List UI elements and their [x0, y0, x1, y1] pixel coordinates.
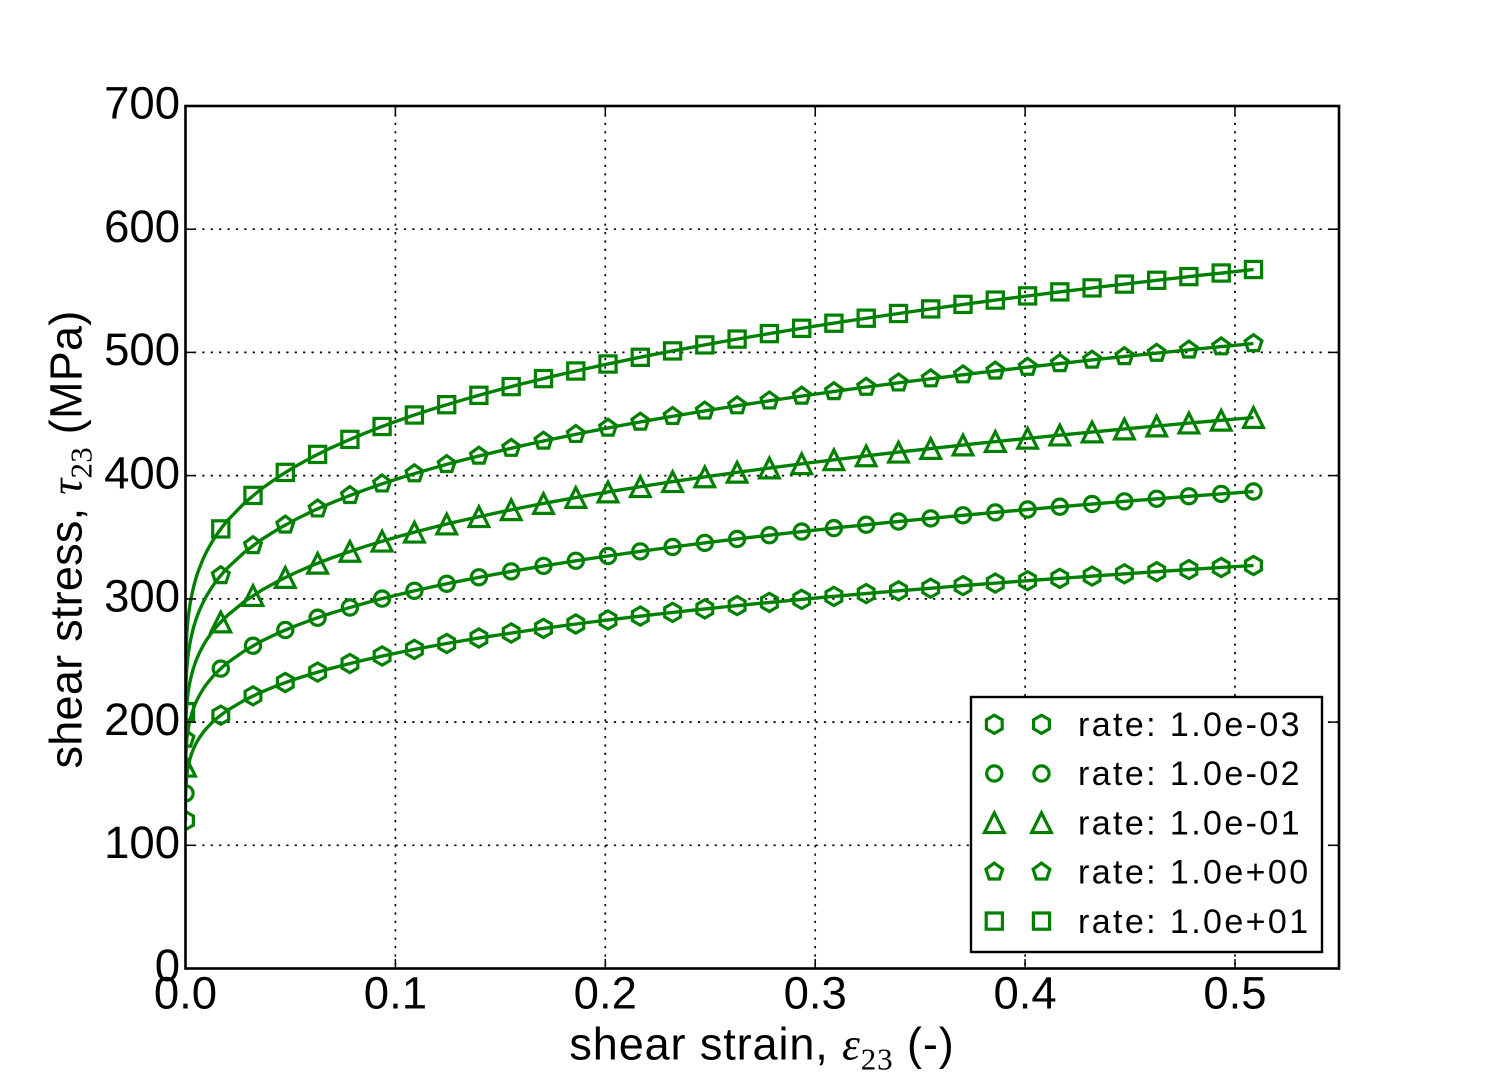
svg-text:400: 400	[104, 447, 180, 498]
svg-text:rate: 1.0e-03: rate: 1.0e-03	[1078, 706, 1302, 744]
svg-text:0.2: 0.2	[574, 968, 637, 1019]
svg-text:200: 200	[104, 694, 180, 745]
svg-text:0.3: 0.3	[784, 968, 847, 1019]
svg-text:shear strain, ε23 (-): shear strain, ε23 (-)	[569, 1019, 954, 1077]
svg-text:rate: 1.0e+00: rate: 1.0e+00	[1078, 854, 1311, 892]
svg-text:300: 300	[104, 571, 180, 622]
svg-text:shear stress, τ23 (MPa): shear stress, τ23 (MPa)	[41, 311, 99, 769]
svg-text:600: 600	[104, 201, 180, 252]
svg-text:700: 700	[104, 78, 180, 129]
svg-text:100: 100	[104, 817, 180, 868]
svg-text:rate: 1.0e+01: rate: 1.0e+01	[1078, 903, 1311, 941]
svg-text:rate: 1.0e-02: rate: 1.0e-02	[1078, 755, 1302, 793]
svg-text:rate: 1.0e-01: rate: 1.0e-01	[1078, 804, 1302, 842]
svg-text:0.5: 0.5	[1203, 968, 1266, 1019]
svg-text:0: 0	[155, 940, 180, 991]
svg-text:0.4: 0.4	[993, 968, 1056, 1019]
svg-text:0.0: 0.0	[154, 968, 217, 1019]
svg-text:0.1: 0.1	[364, 968, 427, 1019]
svg-text:500: 500	[104, 324, 180, 375]
